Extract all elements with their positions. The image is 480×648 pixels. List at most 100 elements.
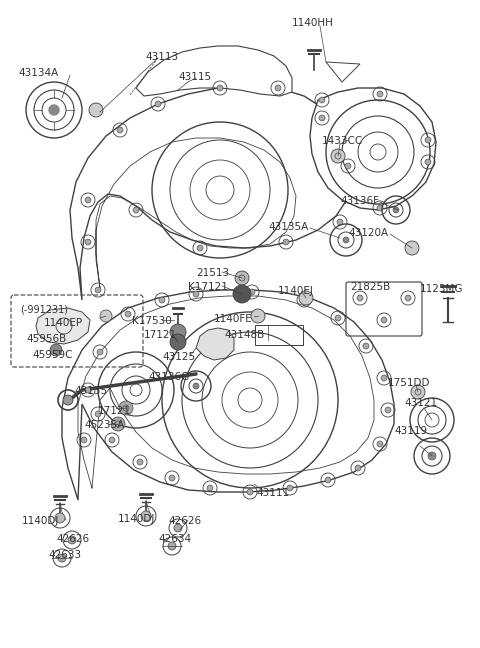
Text: 42626: 42626 (56, 534, 89, 544)
Circle shape (319, 115, 325, 121)
Text: K17121: K17121 (188, 282, 228, 292)
Text: 43115: 43115 (178, 72, 211, 82)
Text: 43121: 43121 (404, 398, 437, 408)
Text: 1140DJ: 1140DJ (118, 514, 156, 524)
Circle shape (301, 297, 307, 303)
Text: 1433CC: 1433CC (322, 136, 363, 146)
Circle shape (405, 241, 419, 255)
Text: 43134A: 43134A (18, 68, 58, 78)
Text: 1140DJ: 1140DJ (22, 516, 60, 526)
Circle shape (159, 297, 165, 303)
Circle shape (331, 149, 345, 163)
Circle shape (95, 411, 101, 417)
Circle shape (170, 334, 186, 350)
Polygon shape (36, 308, 90, 344)
Circle shape (95, 287, 101, 293)
Text: 43135: 43135 (74, 386, 107, 396)
Circle shape (275, 85, 281, 91)
Text: 42633: 42633 (48, 550, 81, 560)
Circle shape (363, 343, 369, 349)
Circle shape (207, 485, 213, 491)
Circle shape (133, 207, 139, 213)
Circle shape (381, 317, 387, 323)
Circle shape (385, 407, 391, 413)
Circle shape (233, 285, 251, 303)
Text: 21825B: 21825B (350, 282, 390, 292)
Circle shape (89, 103, 103, 117)
Text: 1751DD: 1751DD (388, 378, 431, 388)
Circle shape (169, 475, 175, 481)
Circle shape (377, 91, 383, 97)
Polygon shape (326, 62, 360, 82)
Circle shape (85, 387, 91, 393)
Text: 1140EJ: 1140EJ (278, 286, 314, 296)
Text: 1123MG: 1123MG (420, 284, 464, 294)
Circle shape (97, 349, 103, 355)
Circle shape (141, 511, 151, 521)
Circle shape (85, 239, 91, 245)
Text: 45959C: 45959C (32, 350, 72, 360)
Text: K17530: K17530 (132, 316, 172, 326)
Circle shape (355, 465, 361, 471)
Circle shape (117, 127, 123, 133)
Polygon shape (136, 46, 292, 96)
Circle shape (68, 536, 76, 544)
Circle shape (405, 295, 411, 301)
Circle shape (119, 401, 133, 415)
Circle shape (125, 311, 131, 317)
Circle shape (111, 417, 125, 431)
Text: 45235A: 45235A (84, 420, 124, 430)
Text: 17121: 17121 (144, 330, 177, 340)
Circle shape (174, 524, 182, 532)
Text: 42626: 42626 (168, 516, 201, 526)
Text: 43125: 43125 (162, 352, 195, 362)
Text: 43148B: 43148B (224, 330, 264, 340)
Circle shape (425, 159, 431, 165)
Polygon shape (70, 86, 354, 300)
Circle shape (58, 554, 66, 562)
Text: 43135A: 43135A (268, 222, 308, 232)
Circle shape (247, 489, 253, 495)
Text: (-991231): (-991231) (20, 304, 68, 314)
Circle shape (193, 383, 199, 389)
Text: 45956B: 45956B (26, 334, 66, 344)
Text: 42634: 42634 (158, 534, 191, 544)
Circle shape (55, 513, 65, 523)
Circle shape (197, 245, 203, 251)
Text: 43111: 43111 (256, 488, 289, 498)
Circle shape (63, 395, 73, 405)
Circle shape (283, 239, 289, 245)
Circle shape (109, 437, 115, 443)
Circle shape (170, 324, 186, 340)
Text: 21513: 21513 (196, 268, 229, 278)
Text: 1140EP: 1140EP (44, 318, 83, 328)
Circle shape (393, 207, 399, 213)
Circle shape (377, 205, 383, 211)
Text: 43136F: 43136F (340, 196, 379, 206)
Circle shape (428, 452, 436, 460)
Circle shape (251, 309, 265, 323)
Circle shape (193, 291, 199, 297)
Text: 43120A: 43120A (348, 228, 388, 238)
Circle shape (345, 163, 351, 169)
Circle shape (235, 271, 249, 285)
Circle shape (85, 197, 91, 203)
Circle shape (377, 441, 383, 447)
Text: 1140HH: 1140HH (292, 18, 334, 28)
Circle shape (168, 542, 176, 550)
Circle shape (319, 97, 325, 103)
Circle shape (50, 344, 62, 356)
Bar (255, 325, 303, 345)
Text: 43136G: 43136G (148, 372, 189, 382)
Circle shape (325, 477, 331, 483)
Circle shape (299, 291, 313, 305)
Circle shape (357, 295, 363, 301)
Circle shape (137, 459, 143, 465)
Polygon shape (62, 290, 394, 500)
Circle shape (287, 485, 293, 491)
Polygon shape (196, 328, 234, 360)
Circle shape (411, 385, 425, 399)
Text: 1140FE: 1140FE (214, 314, 253, 324)
Circle shape (335, 315, 341, 321)
Circle shape (100, 310, 112, 322)
